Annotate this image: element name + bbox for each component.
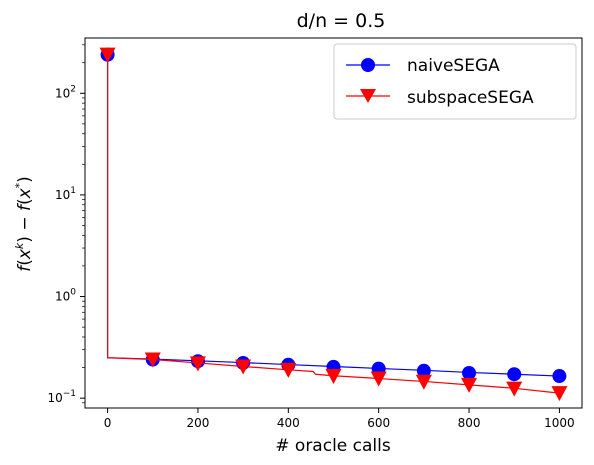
- y-tick-label: 102: [55, 84, 76, 100]
- naive-sega-point: [552, 369, 567, 384]
- naive-sega-point: [507, 367, 522, 382]
- x-tick-label: 200: [187, 416, 210, 430]
- y-tick-label: 101: [55, 186, 76, 202]
- x-tick-label: 0: [104, 416, 112, 430]
- subspace-sega-point: [415, 374, 432, 390]
- y-tick-label: 10−1: [47, 389, 76, 405]
- subspace-sega-line: [106, 54, 560, 394]
- naive-sega-point: [416, 363, 431, 378]
- x-tick-label: 400: [277, 416, 300, 430]
- subspace-sega-point: [235, 359, 252, 375]
- plot-frame: [84, 37, 583, 409]
- legend-box: [333, 43, 577, 120]
- subspace-sega-point: [325, 369, 342, 385]
- subspace-sega-point: [280, 362, 297, 378]
- axis-ticks: 0 200 400 600 800 1000 10−1 100 101 102: [47, 44, 575, 430]
- y-axis-label: f(xk) − f(x*): [13, 176, 35, 272]
- legend-label-naive-sega: naiveSEGA: [407, 56, 500, 76]
- chart-title: d/n = 0.5: [297, 10, 386, 32]
- subspace-sega-point: [189, 356, 206, 372]
- x-axis-label: # oracle calls: [275, 436, 391, 456]
- legend: naiveSEGA subspaceSEGA: [333, 43, 577, 120]
- subspace-sega-point: [551, 386, 568, 402]
- x-tick-label: 800: [458, 416, 481, 430]
- legend-marker-naive-sega: [361, 58, 375, 72]
- subspace-sega-point: [99, 47, 116, 63]
- subspace-sega-point: [506, 381, 523, 397]
- legend-label-subspace-sega: subspaceSEGA: [407, 88, 534, 108]
- x-tick-label: 1000: [544, 416, 575, 430]
- x-tick-label: 600: [367, 416, 390, 430]
- y-tick-label: 100: [55, 288, 76, 304]
- subspace-sega-point: [370, 371, 387, 387]
- legend-marker-subspace-sega: [360, 89, 376, 103]
- subspace-sega-point: [461, 377, 478, 393]
- subspace-sega-point: [144, 352, 161, 368]
- plot-area: [99, 47, 568, 402]
- naive-sega-point: [462, 365, 477, 380]
